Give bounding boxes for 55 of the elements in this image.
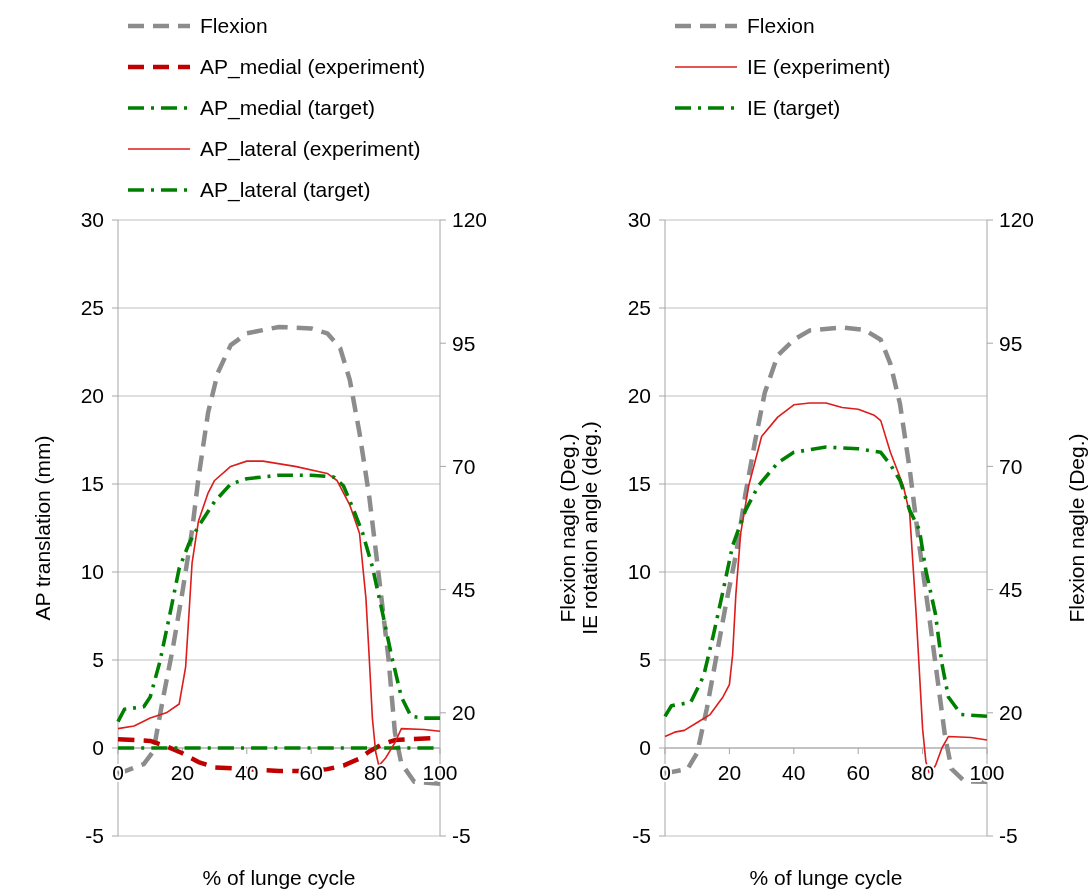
y-tick-label: 10 bbox=[80, 560, 104, 584]
line-series bbox=[663, 445, 989, 719]
line-series bbox=[116, 473, 442, 724]
y-tick-label: -5 bbox=[85, 824, 104, 848]
legend-label: Flexion bbox=[747, 14, 815, 38]
y-tick-label: 5 bbox=[92, 648, 104, 672]
x-tick-label: 80 bbox=[363, 761, 388, 784]
legend-label: IE (target) bbox=[747, 96, 841, 120]
legend-label: AP_medial (target) bbox=[200, 96, 376, 121]
legend-label: Flexion bbox=[200, 14, 268, 38]
y-tick-label: 5 bbox=[639, 648, 651, 672]
y2-tick-label: 95 bbox=[452, 331, 476, 355]
x-tick-label: 80 bbox=[910, 761, 935, 784]
y-tick-label: 10 bbox=[627, 560, 651, 584]
y2-tick-label: 120 bbox=[999, 208, 1035, 232]
legend-label: AP_lateral (experiment) bbox=[200, 137, 421, 162]
x-tick-label: 60 bbox=[299, 761, 323, 784]
y-tick-label: -5 bbox=[632, 824, 651, 848]
y-tick-label: 20 bbox=[80, 384, 104, 408]
y2-tick-label: 70 bbox=[452, 454, 476, 478]
x-tick-label: 0 bbox=[112, 761, 124, 784]
y2-tick-label: 95 bbox=[999, 331, 1023, 355]
y2-axis-title: Flexion nagle (Deg.) bbox=[1065, 433, 1088, 623]
y2-tick-label: 70 bbox=[999, 454, 1023, 478]
y-tick-label: 0 bbox=[639, 736, 651, 760]
x-tick-label: 100 bbox=[969, 761, 1005, 784]
x-tick-label: 40 bbox=[782, 761, 806, 784]
y2-tick-label: 45 bbox=[999, 577, 1023, 601]
y2-tick-label: 20 bbox=[452, 701, 476, 725]
y-tick-label: 15 bbox=[80, 472, 104, 496]
x-tick-label: 100 bbox=[422, 761, 458, 784]
y-tick-label: 15 bbox=[627, 472, 651, 496]
y-tick-label: 20 bbox=[627, 384, 651, 408]
y-tick-label: 30 bbox=[80, 208, 104, 232]
x-tick-label: 0 bbox=[659, 761, 671, 784]
y-tick-label: 30 bbox=[627, 208, 651, 232]
y-tick-label: 0 bbox=[92, 736, 104, 760]
x-axis-title: % of lunge cycle bbox=[202, 866, 356, 889]
y2-tick-label: 120 bbox=[452, 208, 488, 232]
y-tick-label: 25 bbox=[80, 296, 104, 320]
legend-label: AP_lateral (target) bbox=[200, 178, 371, 203]
y-axis-title: IE rotation angle (deg.) bbox=[578, 421, 601, 635]
y-axis-title: AP translation (mm) bbox=[31, 435, 54, 621]
x-tick-label: 60 bbox=[846, 761, 870, 784]
y2-tick-label: 45 bbox=[452, 577, 476, 601]
x-tick-label: 20 bbox=[170, 761, 195, 784]
x-axis-title: % of lunge cycle bbox=[749, 866, 903, 889]
y2-tick-label: 20 bbox=[999, 701, 1023, 725]
y2-axis-title: Flexion nagle (Deg.) bbox=[556, 433, 579, 623]
y-tick-label: 25 bbox=[627, 296, 651, 320]
legend-label: AP_medial (experiment) bbox=[200, 55, 426, 80]
x-tick-label: 20 bbox=[717, 761, 742, 784]
y2-tick-label: -5 bbox=[452, 824, 471, 848]
y2-tick-label: -5 bbox=[999, 824, 1018, 848]
legend-label: IE (experiment) bbox=[747, 55, 891, 79]
